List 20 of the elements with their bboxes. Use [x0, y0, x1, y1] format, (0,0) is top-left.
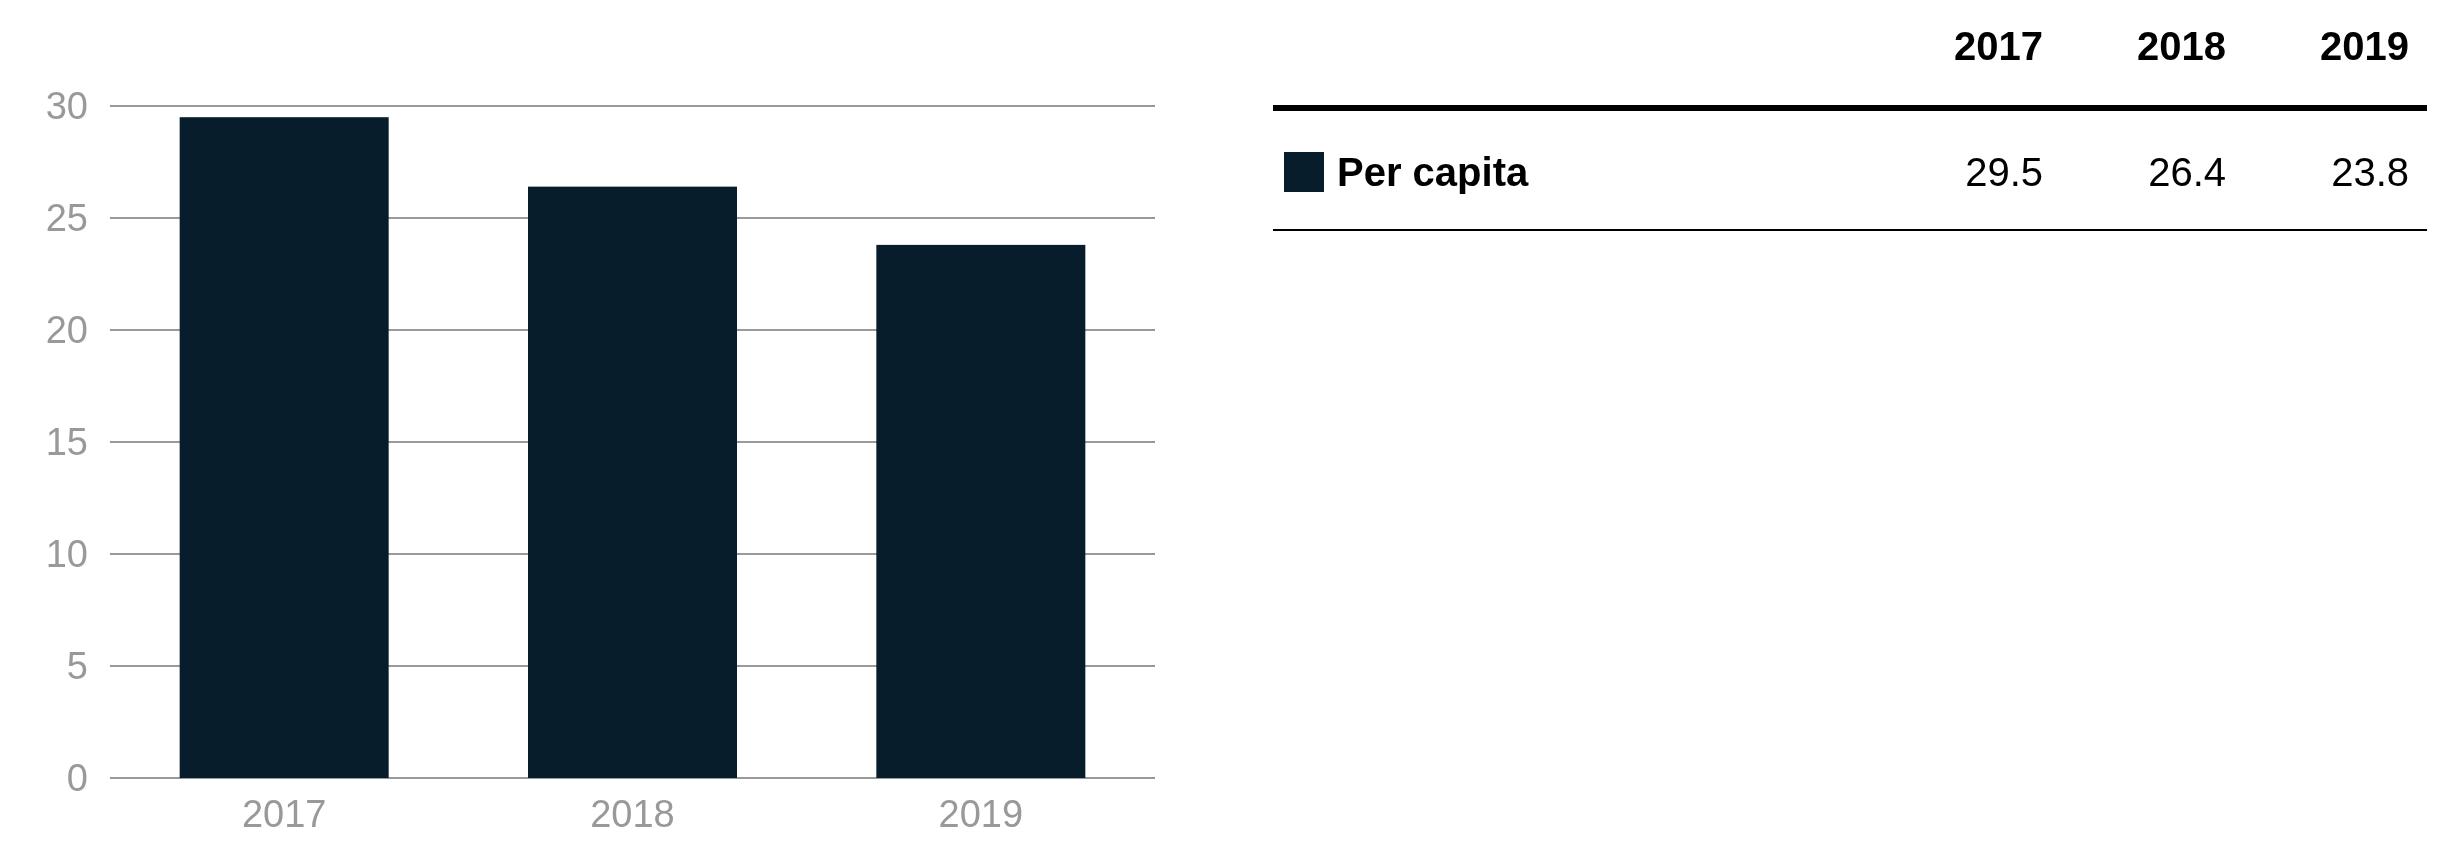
x-tick-label: 2017: [241, 793, 327, 836]
category-label: 2018: [2137, 24, 2226, 68]
category-label: 2019: [2320, 24, 2409, 68]
data-label: 29.5: [1965, 150, 2043, 194]
y-tick-label: 20: [45, 309, 88, 352]
bar: [179, 117, 389, 778]
y-tick-label: 25: [45, 197, 88, 240]
y-tick-label: 0: [66, 757, 88, 800]
y-tick-label: 10: [45, 533, 88, 576]
y-tick-label: 15: [45, 421, 88, 464]
bar: [876, 244, 1086, 778]
legend-label: Per capita: [1337, 150, 1529, 194]
x-tick-label: 2018: [590, 793, 675, 836]
category-label: 2017: [1954, 24, 2043, 68]
data-label: 23.8: [2331, 150, 2409, 194]
data-label: 26.4: [2148, 150, 2226, 194]
y-tick-label: 30: [45, 85, 88, 128]
x-tick-label: 2019: [938, 793, 1024, 836]
y-tick-label: 5: [66, 645, 88, 688]
bar: [528, 186, 737, 778]
